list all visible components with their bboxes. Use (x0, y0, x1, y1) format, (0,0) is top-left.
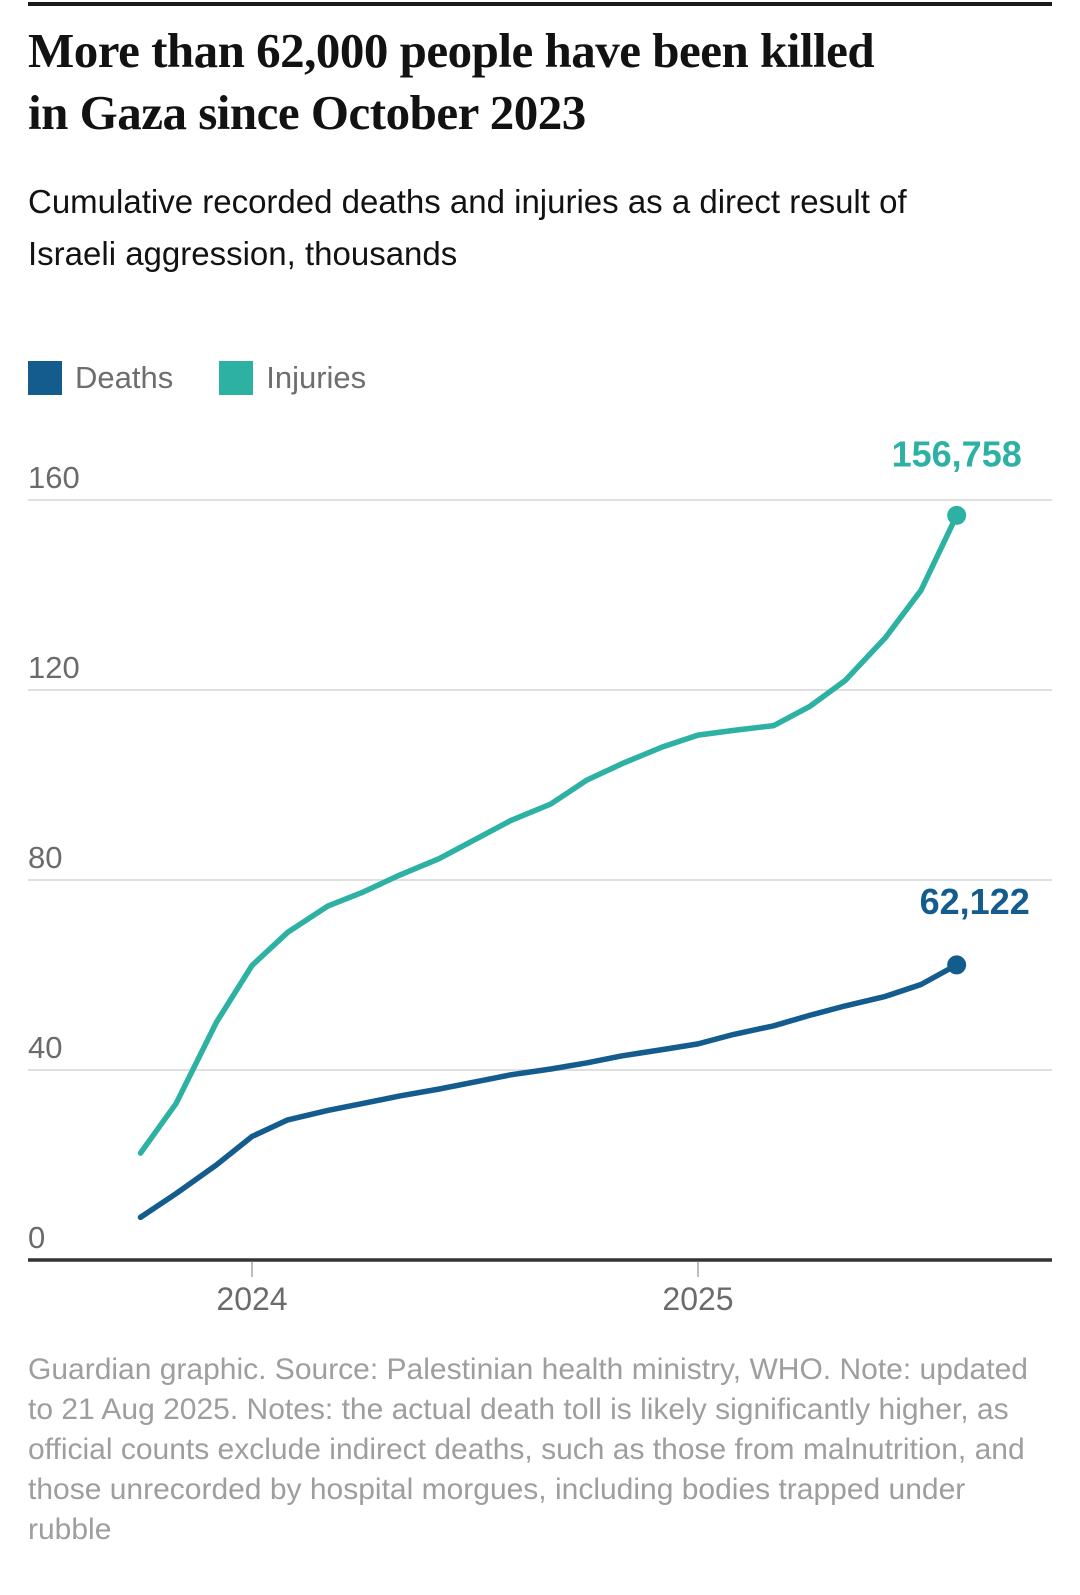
deaths-value-label: 62,122 (920, 881, 1030, 922)
ytick-label-120: 120 (28, 650, 80, 685)
deaths-line (137, 962, 960, 1221)
ytick-0: 0 (28, 1220, 45, 1255)
ytick-label-0: 0 (28, 1220, 45, 1255)
injuries-value-label: 156,758 (892, 433, 1022, 474)
deaths-endpoint-dot (947, 955, 967, 975)
xtick-2025: 2025 (662, 1262, 734, 1317)
injuries-swatch-icon (219, 361, 254, 395)
legend-label-deaths: Deaths (75, 360, 174, 395)
chart-title: More than 62,000 people have been killed… (28, 23, 875, 140)
top-rule (28, 2, 1052, 6)
deaths-swatch-icon (28, 361, 62, 395)
injuries-endpoint-dot (947, 505, 967, 525)
ytick-label-40: 40 (28, 1030, 62, 1065)
xtick-label-2025: 2025 (662, 1281, 733, 1317)
x-axis-ticks: 2024 2025 (216, 1262, 734, 1317)
legend: Deaths Injuries (28, 360, 366, 396)
ytick-120: 120 (28, 650, 1052, 691)
line-chart: 160 120 80 40 0 20 (28, 433, 1052, 1317)
legend-label-injuries: Injuries (266, 360, 367, 395)
source-note: Guardian graphic. Source: Palestinian he… (28, 1353, 1028, 1546)
legend-item-deaths: Deaths (28, 360, 173, 396)
ytick-160: 160 (28, 460, 1052, 501)
injuries-line (137, 512, 960, 1156)
chart-subtitle: Cumulative recorded deaths and injuries … (28, 183, 907, 273)
xtick-2024: 2024 (216, 1262, 288, 1317)
ytick-label-160: 160 (28, 460, 80, 495)
ytick-40: 40 (28, 1030, 1052, 1071)
ytick-80: 80 (28, 840, 1052, 881)
legend-item-injuries: Injuries (219, 360, 366, 396)
ytick-label-80: 80 (28, 840, 62, 875)
xtick-label-2024: 2024 (216, 1281, 287, 1317)
y-axis: 160 120 80 40 0 (28, 460, 1052, 1255)
